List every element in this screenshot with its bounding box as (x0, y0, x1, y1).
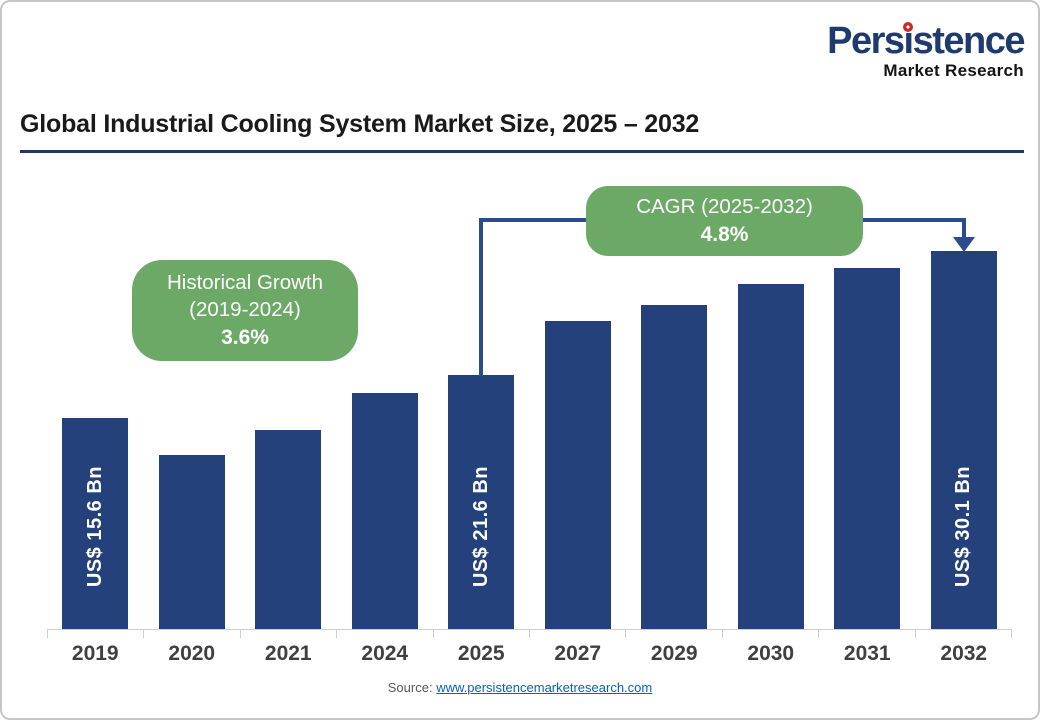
x-axis-label-2031: 2031 (843, 642, 891, 665)
bar-2027 (544, 321, 611, 629)
x-axis-label-2019: 2019 (71, 642, 119, 665)
title-block: Global Industrial Cooling System Market … (20, 110, 1024, 153)
bar-slot-2032: US$ 30.1 Bn (916, 251, 1013, 629)
axis-tick-cell (818, 630, 914, 638)
bar-slot-2019: US$ 15.6 Bn (47, 418, 144, 629)
cagr-line1: CAGR (2025-2032) (636, 194, 813, 218)
bar-2030 (737, 284, 804, 629)
bar-value-label-2019: US$ 15.6 Bn (83, 465, 106, 587)
brand-name: Persistence (827, 20, 1026, 62)
cagr-arrowhead-icon (953, 237, 975, 252)
x-axis-label-2032: 2032 (940, 642, 988, 665)
historical-growth-callout: Historical Growth (2019-2024) 3.6% (132, 260, 358, 361)
bar-value-label-2025: US$ 21.6 Bn (469, 465, 492, 587)
x-axis-label-2029: 2029 (650, 642, 698, 665)
brand-name-post: stence (912, 20, 1026, 62)
bar-slot-2029 (626, 305, 723, 629)
brand-red-dot-i: i (903, 20, 915, 62)
axis-tick-cell (432, 630, 529, 638)
x-axis (47, 629, 1013, 638)
source-label: Source: (387, 680, 433, 695)
bar-slot-2031 (819, 268, 916, 629)
x-axis-label-2021: 2021 (264, 642, 312, 665)
source-line: Source: www.persistencemarketresearch.co… (2, 680, 1038, 695)
source-link[interactable]: www.persistencemarketresearch.com (436, 680, 653, 695)
bar-2025: US$ 21.6 Bn (448, 375, 515, 629)
bar-slot-2027 (530, 321, 627, 629)
bar-2031 (834, 268, 901, 629)
title-rule (20, 150, 1024, 153)
bar-2029 (641, 305, 708, 629)
x-axis-labels: 2019 2020 2021 2024 2025 2027 2029 2030 2031 2032 (47, 642, 1012, 666)
axis-tick-cell (239, 630, 336, 638)
x-axis-label-2025: 2025 (457, 642, 505, 665)
bar-2020 (158, 455, 225, 629)
brand-name-pre: Pers (827, 20, 905, 62)
historical-growth-value: 3.6% (221, 326, 269, 349)
bar-slot-2021 (240, 430, 337, 629)
bar-2032: US$ 30.1 Bn (930, 251, 997, 629)
axis-tick-cell (47, 630, 143, 638)
bar-2021 (255, 430, 322, 629)
cagr-connector-vertical-2032 (962, 218, 966, 239)
bar-2019: US$ 15.6 Bn (62, 418, 129, 629)
brand-logo: Persistence Market Research (827, 20, 1026, 80)
bar-slot-2025: US$ 21.6 Bn (433, 375, 530, 629)
bar-slot-2024 (337, 393, 434, 629)
bar-slot-2020 (144, 455, 241, 629)
cagr-connector-vertical-2025 (479, 218, 483, 376)
bar-2024 (351, 393, 418, 629)
axis-tick-cell (336, 630, 432, 638)
x-axis-label-2030: 2030 (747, 642, 795, 665)
historical-growth-line2: (2019-2024) (189, 298, 301, 322)
x-axis-label-2027: 2027 (554, 642, 602, 665)
x-axis-label-2024: 2024 (361, 642, 409, 665)
axis-tick-cell (625, 630, 721, 638)
bar-value-label-2032: US$ 30.1 Bn (952, 465, 975, 587)
axis-tick-cell (914, 630, 1013, 638)
x-axis-label-2020: 2020 (168, 642, 216, 665)
cagr-value: 4.8% (700, 222, 749, 246)
cagr-callout: CAGR (2025-2032) 4.8% (586, 186, 863, 256)
axis-tick-cell (529, 630, 625, 638)
plot: US$ 15.6 Bn US$ 21.6 Bn US$ 30.1 Bn (47, 2, 1012, 629)
brand-tagline: Market Research (883, 61, 1024, 80)
page-title: Global Industrial Cooling System Market … (20, 110, 700, 138)
bar-slot-2030 (723, 284, 820, 629)
axis-tick-cell (721, 630, 818, 638)
historical-growth-line1: Historical Growth (166, 270, 324, 294)
axis-tick-cell (143, 630, 239, 638)
